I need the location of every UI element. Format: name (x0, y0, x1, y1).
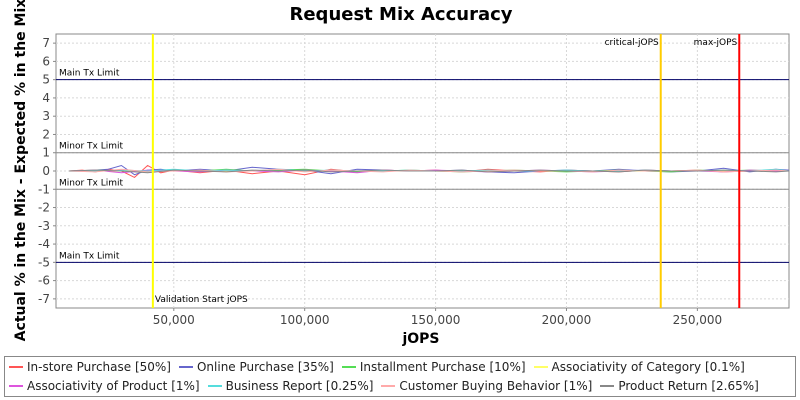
legend-label: Associativity of Category [0.1%] (551, 360, 745, 374)
legend-swatch (178, 366, 193, 368)
legend-swatch (533, 366, 548, 368)
legend-item: In-store Purchase [50%] (9, 360, 171, 374)
legend-label: Product Return [2.65%] (618, 379, 759, 393)
legend-label: Customer Buying Behavior [1%] (399, 379, 593, 393)
x-tick-label: 50,000 (153, 313, 195, 327)
legend-item: Online Purchase [35%] (178, 360, 334, 374)
legend-swatch (341, 366, 356, 368)
marker-label: critical-jOPS (605, 38, 659, 48)
chart-title: Request Mix Accuracy (289, 4, 512, 25)
series-line (69, 169, 790, 174)
x-tick-label: 100,000 (280, 313, 330, 327)
limit-lines: Main Tx Limit Minor Tx Limit Minor Tx Limi… (56, 69, 789, 263)
legend-item: Associativity of Product [1%] (9, 379, 200, 393)
limit-line-label: Minor Tx Limit (59, 142, 124, 152)
legend-swatch (207, 385, 222, 387)
legend-label: Online Purchase [35%] (196, 360, 334, 374)
x-axis-label: jOPS (401, 331, 439, 347)
x-tick-label: 150,000 (411, 313, 461, 327)
limit-line-label: Main Tx Limit (59, 69, 120, 79)
legend-label: Business Report [0.25%] (225, 379, 374, 393)
legend: In-store Purchase [50%] Online Purchase [… (4, 356, 796, 397)
marker-lines: Validation Start jOPS critical-jOPS max-jO… (151, 34, 741, 308)
y-tick-label: 3 (42, 109, 50, 123)
x-tick-label: 200,000 (542, 313, 592, 327)
series-lines (69, 164, 790, 178)
marker-label: Validation Start jOPS (155, 295, 248, 305)
legend-label: Associativity of Product [1%] (27, 379, 200, 393)
marker-label: max-jOPS (694, 38, 738, 48)
y-tick-label: -5 (38, 255, 50, 269)
legend-label: Installment Purchase [10%] (359, 360, 526, 374)
legend-swatch (9, 366, 23, 368)
y-tick-label: 4 (42, 91, 50, 105)
y-tick-label: -1 (38, 182, 50, 196)
limit-line-label: Minor Tx Limit (59, 178, 124, 188)
y-tick-label: 6 (42, 54, 50, 68)
y-tick-label: -7 (38, 292, 50, 306)
legend-item: Product Return [2.65%] (600, 379, 759, 393)
y-tick-label: 0 (42, 164, 50, 178)
y-tick-label: -2 (38, 201, 50, 215)
y-axis-label: Actual % in the Mix - Expected % in the … (13, 0, 29, 341)
x-axis-ticks: 50,000 100,000 150,000 200,000 250,000 (153, 308, 722, 327)
y-tick-label: 7 (42, 36, 50, 50)
x-tick-label: 250,000 (673, 313, 723, 327)
y-tick-label: 2 (42, 127, 50, 141)
legend-row: In-store Purchase [50%] Online Purchase [… (9, 358, 753, 376)
y-tick-label: -6 (38, 274, 50, 288)
legend-swatch (600, 385, 615, 387)
legend-item: Business Report [0.25%] (207, 379, 374, 393)
legend-item: Associativity of Category [0.1%] (533, 360, 745, 374)
limit-line-label: Main Tx Limit (59, 251, 120, 261)
y-axis-ticks: 7 6 5 4 3 2 1 0 -1 -2 -3 -4 -5 -6 -7 (38, 36, 56, 306)
legend-label: In-store Purchase [50%] (27, 360, 171, 374)
legend-swatch (381, 385, 396, 387)
legend-swatch (9, 385, 23, 387)
legend-item: Installment Purchase [10%] (341, 360, 526, 374)
legend-item: Customer Buying Behavior [1%] (381, 379, 592, 393)
y-tick-label: 5 (42, 73, 50, 87)
y-tick-label: -4 (38, 237, 50, 251)
legend-row: Associativity of Product [1%] Business Re… (9, 377, 767, 395)
request-mix-chart: Request Mix Accuracy Main Tx Limit Minor … (13, 0, 790, 347)
y-tick-label: 1 (42, 146, 50, 160)
y-tick-label: -3 (38, 219, 50, 233)
